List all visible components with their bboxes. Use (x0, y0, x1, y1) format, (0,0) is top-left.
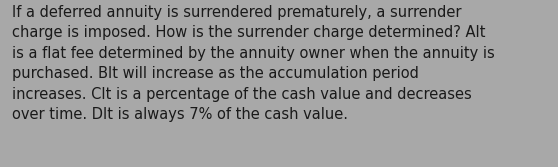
Text: If a deferred annuity is surrendered prematurely, a surrender
charge is imposed.: If a deferred annuity is surrendered pre… (12, 5, 495, 122)
